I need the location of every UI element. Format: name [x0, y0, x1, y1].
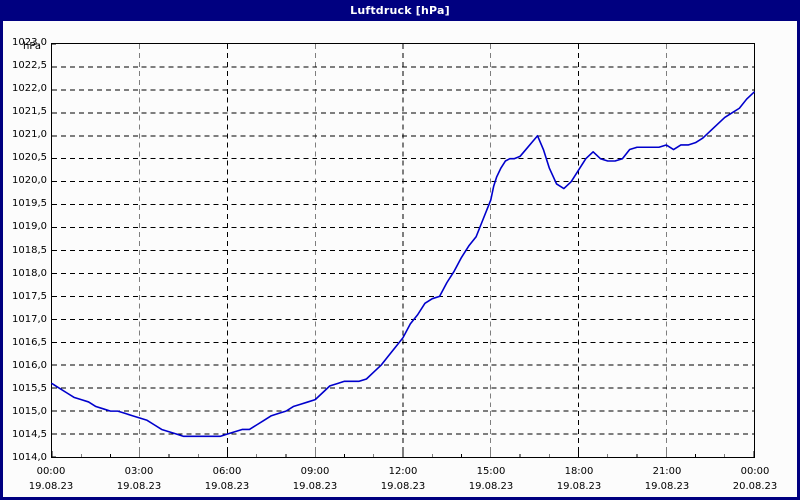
y-axis-tick-label: 1016,5	[12, 336, 47, 348]
x-axis-tick-group: 12:00 19.08.23	[381, 465, 426, 494]
y-axis-tick-label: 1022,0	[12, 83, 47, 95]
x-axis-tick-time: 03:00	[124, 466, 154, 477]
x-axis-tick-date: 20.08.23	[732, 480, 778, 492]
x-axis-tick-time: 18:00	[564, 466, 594, 477]
page-title: Luftdruck [hPa]	[350, 4, 450, 17]
x-axis-labels: 00:00 19.08.23 03:00 19.08.23 06:00 19.08.23 0…	[3, 465, 797, 497]
y-axis-tick-label: 1020,5	[12, 152, 47, 164]
x-axis-tick-date: 19.08.23	[204, 480, 250, 492]
plot-area	[51, 43, 755, 458]
x-axis-tick-group: 03:00 19.08.23	[117, 465, 162, 494]
x-axis-tick-group: 21:00 19.08.23	[645, 465, 690, 494]
x-axis-tick-time: 09:00	[300, 466, 330, 477]
x-axis-tick-time: 12:00	[388, 466, 418, 477]
x-axis-tick-group: 15:00 19.08.23	[469, 465, 514, 494]
y-axis-tick-label: 1018,5	[12, 244, 47, 256]
pressure-series-line	[51, 91, 755, 438]
x-axis-tick-time: 21:00	[652, 466, 682, 477]
y-axis-tick-label: 1014,5	[12, 428, 47, 440]
x-axis-tick-time: 15:00	[476, 466, 506, 477]
x-axis-tick-time: 06:00	[212, 466, 242, 477]
x-axis-tick-date: 19.08.23	[116, 480, 162, 492]
series-0-line	[51, 91, 755, 438]
y-axis-tick-label: 1019,0	[12, 221, 47, 233]
y-axis-unit-label: hPa	[23, 41, 42, 52]
x-axis-tick-date: 19.08.23	[556, 480, 602, 492]
y-axis-tick-label: 1014,0	[12, 452, 47, 463]
y-axis-tick-label: 1020,0	[12, 175, 47, 187]
y-axis-tick-label: 1021,5	[12, 106, 47, 118]
x-axis-tick-group: 09:00 19.08.23	[293, 465, 338, 494]
x-axis-tick-time: 00:00	[36, 466, 66, 477]
y-axis-tick-label: 1015,0	[12, 405, 47, 417]
x-axis-tick-date: 19.08.23	[468, 480, 514, 492]
x-axis-tick-group: 06:00 19.08.23	[205, 465, 250, 494]
x-axis-tick-date: 19.08.23	[380, 480, 426, 492]
x-axis-tick-group: 18:00 19.08.23	[557, 465, 602, 494]
x-axis-tick-group: 00:00 20.08.23	[733, 465, 778, 494]
x-axis-tick-time: 00:00	[740, 466, 770, 477]
window-title-bar: Luftdruck [hPa]	[3, 3, 797, 21]
y-axis-tick-label: 1017,5	[12, 290, 47, 302]
y-axis-labels: hPa 1023,0 1022,5 1022,0 1021,5 1021,0 1020,5…	[3, 3, 47, 497]
y-axis-tick-label: 1016,0	[12, 359, 47, 371]
y-axis-tick-label: 1015,5	[12, 382, 47, 394]
x-axis-tick-date: 19.08.23	[28, 480, 74, 492]
y-axis-tick-label: 1022,5	[12, 60, 47, 72]
grid-lines	[51, 43, 755, 458]
x-axis-tick-group: 00:00 19.08.23	[29, 465, 74, 494]
y-axis-tick-label: 1018,0	[12, 267, 47, 279]
y-axis-tick-label: 1019,5	[12, 198, 47, 210]
y-axis-tick-label: 1021,0	[12, 129, 47, 141]
y-axis-tick-label: 1023,0	[12, 37, 47, 48]
x-axis-tick-date: 19.08.23	[644, 480, 690, 492]
y-axis-tick-label: 1017,0	[12, 313, 47, 325]
x-axis-tick-date: 19.08.23	[292, 480, 338, 492]
